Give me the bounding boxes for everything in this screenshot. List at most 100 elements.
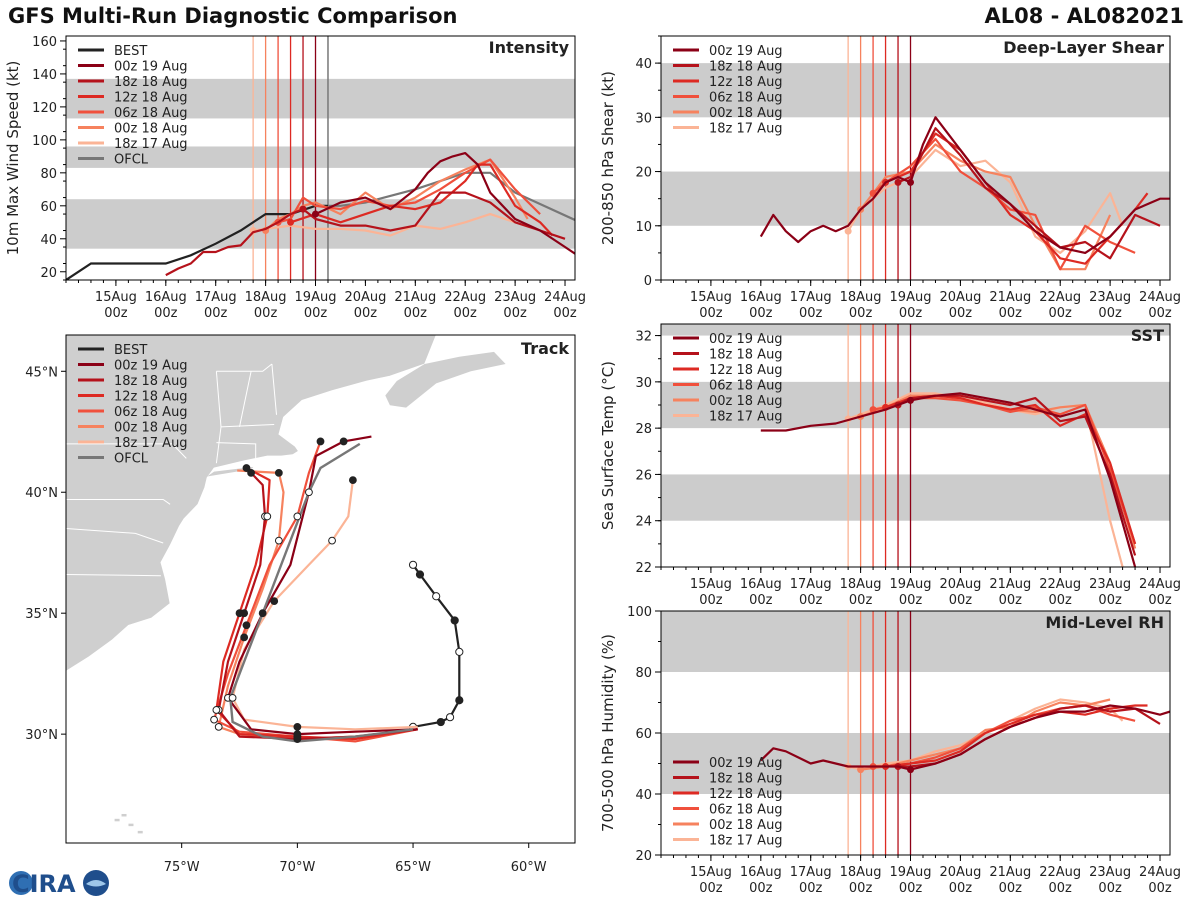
- rh-xtick-label: 00z: [949, 881, 973, 896]
- island: [128, 823, 134, 827]
- rh-init-marker: [907, 766, 915, 774]
- rh-xtick-label: 18Aug: [840, 865, 882, 880]
- shear-xtick-label: 00z: [1049, 306, 1073, 321]
- map-best-point: [415, 570, 425, 579]
- intensity-legend-label: OFCL: [114, 153, 149, 168]
- intensity-band: [66, 78, 575, 119]
- land-mass: [66, 335, 437, 672]
- map-forecast-point: [293, 512, 302, 521]
- shear-xtick-label: 21Aug: [989, 290, 1031, 305]
- rh-xtick-label: 00z: [999, 881, 1023, 896]
- shear-xtick-label: 00z: [749, 306, 773, 321]
- intensity-legend-label: BEST: [114, 44, 147, 59]
- shear-legend-label: 18z 18 Aug: [709, 60, 783, 75]
- rh-xtick-label: 00z: [749, 881, 773, 896]
- sst-ytick-label: 32: [635, 330, 652, 345]
- sst-xtick-label: 00z: [849, 593, 873, 608]
- map-best-point: [408, 560, 418, 569]
- track-lon-label: 75°W: [164, 860, 200, 875]
- intensity-init-marker: [312, 210, 320, 218]
- intensity-ytick-label: 100: [32, 134, 57, 149]
- sst-ytick-label: 26: [635, 468, 652, 483]
- intensity-xtick-label: 16Aug: [145, 290, 187, 305]
- rh-xtick-label: 17Aug: [790, 865, 832, 880]
- intensity-xtick-label: 18Aug: [245, 290, 287, 305]
- rh-init-marker: [857, 766, 865, 774]
- track-legend-label: 06z 18 Aug: [114, 405, 188, 420]
- sst-ytick-label: 24: [635, 515, 652, 530]
- rh-panel: 2040608010015Aug00z16Aug00z17Aug00z18Aug…: [599, 605, 1181, 896]
- state-border: [66, 499, 171, 505]
- map-forecast-point: [258, 609, 267, 618]
- shear-ytick-label: 40: [635, 57, 652, 72]
- shear-xtick-label: 00z: [999, 306, 1023, 321]
- track-legend-label: OFCL: [114, 452, 149, 467]
- track-lat-label: 40°N: [25, 486, 58, 501]
- sst-xtick-label: 00z: [749, 593, 773, 608]
- track-legend-label: 12z 18 Aug: [114, 390, 188, 405]
- rh-legend-label: 00z 18 Aug: [709, 818, 783, 833]
- sst-series-line: [760, 392, 1137, 567]
- map-forecast-point: [274, 468, 283, 477]
- track-lon-label: 70°W: [279, 860, 315, 875]
- intensity-xtick-label: 00z: [254, 306, 278, 321]
- track-frame: [65, 334, 576, 844]
- island: [137, 830, 143, 834]
- sst-ytick-label: 28: [635, 422, 652, 437]
- sst-xtick-label: 22Aug: [1039, 577, 1081, 592]
- sst-xtick-label: 00z: [949, 593, 973, 608]
- map-forecast-point: [293, 722, 302, 731]
- shear-frame: [660, 35, 1171, 281]
- rh-xtick-label: 00z: [799, 881, 823, 896]
- map-forecast-point: [242, 621, 251, 630]
- sst-xtick-label: 19Aug: [890, 577, 932, 592]
- intensity-ytick-label: 140: [32, 68, 57, 83]
- rh-ytick-label: 20: [635, 849, 652, 864]
- rh-ytick-label: 40: [635, 788, 652, 803]
- map-forecast-point: [348, 476, 357, 485]
- rh-legend-label: 18z 17 Aug: [709, 834, 783, 849]
- state-border: [66, 443, 187, 459]
- rh-xtick-label: 00z: [899, 881, 923, 896]
- sst-xtick-label: 00z: [899, 593, 923, 608]
- intensity-ytick-label: 40: [40, 233, 57, 248]
- map-forecast-point: [305, 488, 313, 497]
- map-forecast-point: [247, 468, 255, 477]
- shear-init-marker: [844, 227, 852, 235]
- shear-ytick-label: 20: [635, 166, 652, 181]
- track-lat-label: 30°N: [25, 728, 58, 743]
- state-border: [66, 528, 164, 544]
- sst-xtick-label: 00z: [1098, 593, 1122, 608]
- sst-legend-label: 18z 17 Aug: [709, 410, 783, 425]
- map-best-point: [455, 696, 464, 705]
- sst-xtick-label: 00z: [1049, 593, 1073, 608]
- sst-ylabel: Sea Surface Temp (°C): [599, 361, 617, 530]
- intensity-xtick-label: 00z: [104, 306, 128, 321]
- sst-xtick-label: 00z: [799, 593, 823, 608]
- sst-xtick-label: 23Aug: [1089, 577, 1131, 592]
- shear-xtick-label: 19Aug: [890, 290, 932, 305]
- shear-xtick-label: 00z: [699, 306, 723, 321]
- map-best-point: [450, 616, 459, 625]
- shear-xtick-label: 00z: [899, 306, 923, 321]
- sst-ytick-label: 22: [635, 561, 652, 576]
- sst-xtick-label: 18Aug: [840, 577, 882, 592]
- rh-series-line: [860, 698, 1111, 771]
- shear-title: Deep-Layer Shear: [1003, 38, 1164, 57]
- sst-legend-label: 00z 19 Aug: [709, 332, 783, 347]
- sst-xtick-label: 21Aug: [989, 577, 1031, 592]
- map-forecast-point: [293, 735, 302, 743]
- shear-xtick-label: 00z: [1148, 306, 1172, 321]
- sst-xtick-label: 00z: [999, 593, 1023, 608]
- sst-legend-label: 12z 18 Aug: [709, 363, 783, 378]
- intensity-ytick-label: 80: [40, 167, 57, 182]
- rh-xtick-label: 00z: [699, 881, 723, 896]
- shear-legend-label: 12z 18 Aug: [709, 75, 783, 90]
- intensity-series-line: [290, 163, 554, 237]
- rh-xtick-label: 23Aug: [1089, 865, 1131, 880]
- rh-ytick-label: 100: [627, 605, 652, 620]
- rh-legend-label: 06z 18 Aug: [709, 803, 783, 818]
- map-forecast-point: [214, 722, 223, 731]
- track-title: Track: [521, 339, 569, 358]
